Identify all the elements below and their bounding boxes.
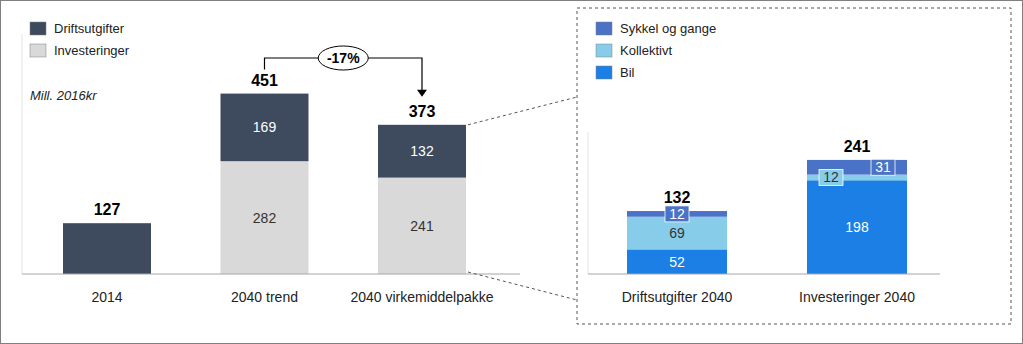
total-label: 241 (844, 138, 871, 155)
subtitle: Mill. 2016kr (30, 88, 97, 103)
legend-label: Driftsutgifter (54, 21, 125, 36)
category-label: 2040 trend (231, 289, 298, 305)
total-label: 132 (664, 189, 691, 206)
bar-segment (221, 94, 309, 162)
category-label: 2014 (91, 289, 122, 305)
baseline (22, 274, 520, 275)
label-box (665, 206, 689, 222)
labels: 282 169 241 132 (253, 119, 434, 233)
legend-label: Investeringer (54, 43, 130, 58)
legend-swatch (596, 44, 612, 57)
annotation-text: -17% (327, 50, 360, 66)
label-box (819, 169, 843, 185)
data-label: 52 (669, 254, 685, 270)
labels: 52 69 12 198 12 31 (665, 159, 895, 269)
data-label: 198 (845, 219, 869, 235)
data-label: 132 (410, 143, 434, 159)
label-box (871, 159, 895, 175)
legend-swatch (30, 44, 46, 57)
bar-segment (378, 178, 466, 274)
zoom-connector (468, 272, 577, 300)
chart-root: 282 169 241 132 127 2014 451 2040 trend 373 2040 … (0, 0, 1023, 344)
data-label: 12 (823, 169, 839, 185)
bar-segment (807, 180, 907, 274)
outer-frame (1, 1, 1023, 344)
data-label: 12 (669, 206, 685, 222)
bar-segment (221, 161, 309, 274)
legend: Driftsutgifter Investeringer (30, 21, 130, 58)
total-label: 451 (251, 72, 278, 89)
legend-swatch (596, 66, 612, 79)
category-label: Investeringer 2040 (799, 289, 915, 305)
data-label: 69 (669, 225, 685, 241)
total-label: 127 (94, 201, 121, 218)
legend-swatch (30, 22, 46, 35)
value-axis-line (22, 34, 23, 274)
value-axis-line (588, 132, 589, 274)
legend-label: Sykkel og gange (620, 21, 716, 36)
bar-segment (627, 249, 727, 274)
legend-label: Bil (620, 65, 635, 80)
baseline (588, 274, 940, 275)
bars (63, 94, 466, 274)
legend-label: Kollektivt (620, 43, 672, 58)
annotation-ellipse (318, 46, 368, 70)
category-label: Driftsutgifter 2040 (622, 289, 733, 305)
bar-segment (63, 223, 151, 274)
category-label: 2040 virkemiddelpakke (350, 289, 493, 305)
bar-segment (378, 125, 466, 178)
legend: Sykkel og gange Kollektivt Bil (596, 21, 716, 80)
data-label: 169 (253, 119, 277, 135)
bars (627, 160, 907, 274)
zoom-connector (468, 97, 577, 125)
data-label: 241 (410, 218, 434, 234)
total-label: 373 (409, 103, 436, 120)
panel-0: 282 169 241 132 127 2014 451 2040 trend 373 2040 … (22, 21, 520, 305)
panel-1: 52 69 12 198 12 31 132 Driftsutgifter 2040 241 In… (588, 21, 940, 305)
data-label: 282 (253, 210, 277, 226)
data-label: 31 (875, 159, 891, 175)
legend-swatch (596, 22, 612, 35)
zoom-box (577, 8, 1011, 324)
annotation-arrowhead (417, 90, 427, 97)
